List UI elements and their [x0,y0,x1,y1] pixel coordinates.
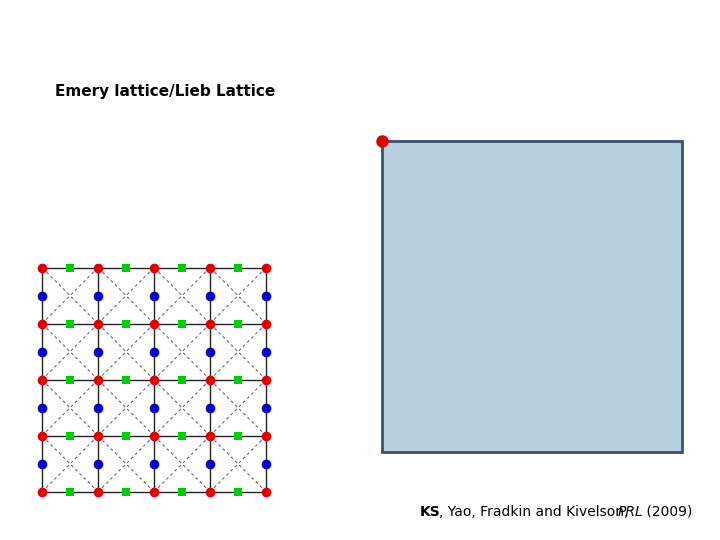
Bar [382,141,682,452]
Text: compounds: compounds [491,21,678,50]
Text: lattice in high T: lattice in high T [223,21,470,50]
Text: Example: CuO: Example: CuO [20,21,237,50]
Text: (2009): (2009) [642,505,693,519]
Text: c: c [479,39,490,59]
Text: Emery lattice/Lieb Lattice: Emery lattice/Lieb Lattice [55,84,275,99]
Text: KS: KS [420,505,441,519]
Text: 2: 2 [211,39,224,59]
Text: PRL: PRL [618,505,644,519]
Text: , Yao, Fradkin and Kivelson,: , Yao, Fradkin and Kivelson, [439,505,633,519]
